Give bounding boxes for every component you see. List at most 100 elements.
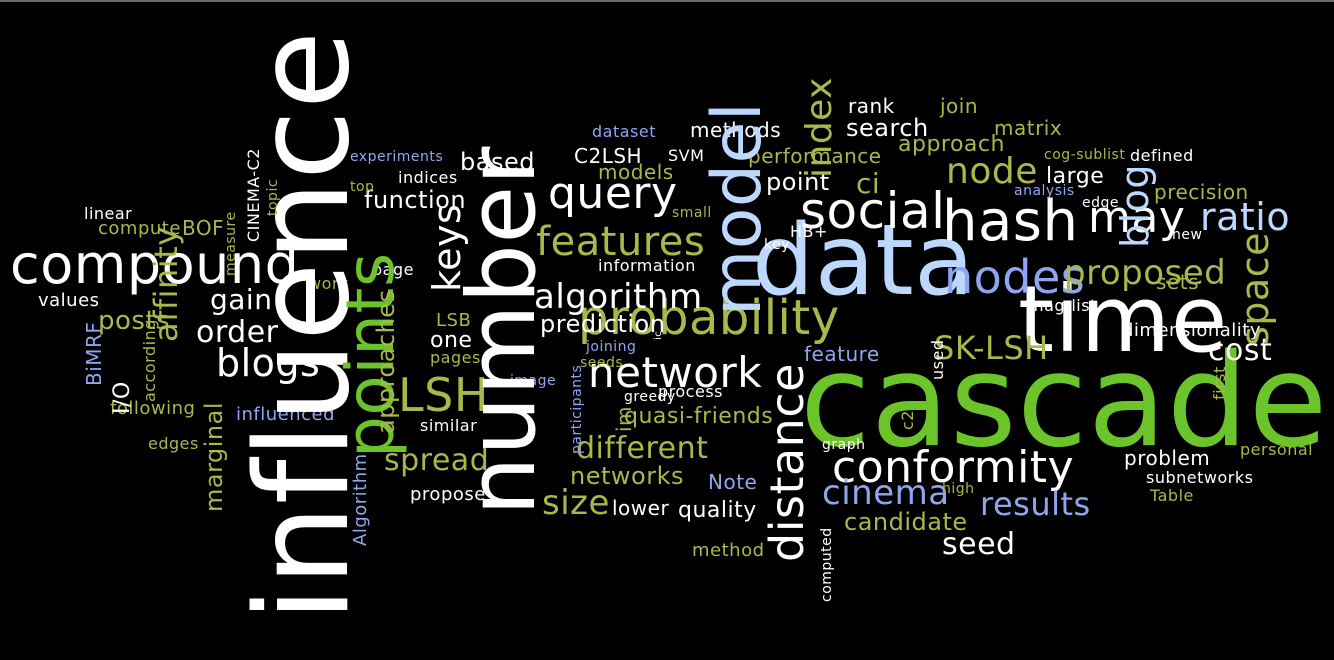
word-compute: compute	[98, 218, 181, 239]
word-rank: rank	[848, 94, 895, 118]
word-matrix: matrix	[994, 116, 1063, 140]
word-proposed: proposed	[1064, 253, 1227, 293]
word-sets: sets	[1156, 270, 1199, 294]
word-bimrf: BiMRF	[82, 321, 106, 386]
word-number: number	[448, 146, 557, 516]
word-svm: SVM	[668, 146, 705, 165]
word-greedy: greedy	[624, 389, 676, 405]
word-blogs: blogs	[216, 341, 321, 385]
word-lower: lower	[612, 496, 670, 520]
word-following: following	[110, 398, 196, 419]
word-measure: measure	[223, 211, 239, 276]
word-function: function	[364, 186, 467, 214]
word-models: models	[598, 160, 674, 184]
word-sk-lsh: SK-LSH	[934, 329, 1049, 367]
word-io: I/O	[110, 381, 135, 414]
word-computed: computed	[819, 527, 835, 602]
word-information: information	[598, 256, 696, 275]
word-edge: edge	[1082, 195, 1119, 211]
word-compound: compound	[10, 233, 300, 296]
word-dataset: dataset	[592, 122, 656, 141]
word-participants: participants	[569, 364, 585, 454]
word-values: values	[38, 290, 100, 311]
word-linear: linear	[84, 204, 133, 223]
word-joining: joining	[586, 339, 637, 355]
word-cog-sublist: cog-sublist	[1044, 147, 1126, 163]
word-page: page	[372, 260, 414, 279]
word-personal: personal	[1240, 440, 1314, 459]
word-bof: BOF	[182, 216, 225, 240]
word-social: social	[800, 182, 946, 240]
word-approach: approach	[898, 132, 1005, 157]
word-propose: propose	[410, 484, 486, 505]
word-first: first	[1210, 366, 1229, 400]
word-top: top	[350, 179, 375, 195]
word-process: process	[658, 382, 723, 401]
word-search: search	[846, 114, 929, 142]
word-mag-list: mag-list	[1028, 296, 1097, 315]
word-feature: feature	[804, 342, 880, 366]
word-performance: performance	[748, 144, 882, 168]
word-join: join	[940, 94, 979, 118]
word-experiments: experiments	[350, 149, 444, 165]
word-distance: distance	[760, 363, 814, 562]
word-work: work	[308, 274, 349, 293]
word-new: new	[1172, 227, 1203, 243]
word-graph: graph	[822, 437, 866, 453]
word-ic: ic	[653, 330, 664, 340]
word-point: point	[766, 168, 830, 196]
word-note: Note	[708, 470, 758, 494]
word-key: key	[764, 237, 791, 253]
word-algorithm-small: Algorithm	[350, 453, 371, 546]
word-topic: topic	[265, 178, 281, 216]
word-analysis: analysis	[1014, 183, 1075, 199]
word-spread: spread	[384, 443, 490, 478]
word-index: index	[799, 77, 840, 178]
word-ratio: ratio	[1200, 195, 1291, 239]
word-based: based	[460, 148, 535, 176]
word-algorithm: algorithm	[534, 277, 703, 317]
word-edges: edges	[148, 434, 199, 453]
word-high: high	[942, 481, 975, 497]
word-cinema: cinema	[822, 473, 950, 513]
word-c2lsh: C2LSH	[574, 144, 643, 168]
word-table: Table	[1150, 486, 1194, 505]
word-dimensionality: dimensionality	[1122, 320, 1261, 341]
word-time: time	[1018, 266, 1228, 373]
word-networks: networks	[570, 462, 684, 490]
word-image: image	[510, 373, 557, 389]
word-marginal: marginal	[200, 401, 228, 512]
word-blog: blog	[1113, 163, 1157, 248]
word-results: results	[980, 485, 1091, 523]
word-probability: probability	[578, 290, 840, 346]
word-small: small	[672, 205, 712, 221]
word-large: large	[1046, 164, 1105, 189]
word-seed: seed	[942, 527, 1016, 562]
word-subnetworks: subnetworks	[1146, 468, 1254, 487]
word-order: order	[196, 315, 279, 350]
word-method: method	[692, 540, 765, 561]
word-gain: gain	[210, 283, 273, 316]
word-cost: cost	[1208, 333, 1273, 368]
word-seeds: seeds	[580, 355, 624, 371]
word-query: query	[548, 168, 678, 219]
word-quasi-friends: quasi-friends	[624, 404, 774, 429]
word-lsh: LSH	[398, 368, 489, 422]
word-problem: problem	[1124, 446, 1211, 470]
word-different: different	[576, 431, 709, 466]
word-precision: precision	[1154, 180, 1249, 204]
word-defined: defined	[1130, 146, 1194, 165]
word-one: one	[430, 328, 473, 353]
word-conformity: conformity	[832, 442, 1075, 493]
word-quality: quality	[678, 498, 757, 523]
word-lsb: LSB	[436, 310, 472, 331]
word-node: node	[946, 151, 1038, 192]
word-methods: methods	[690, 118, 782, 142]
word-c2: c2	[898, 410, 917, 430]
word-cascade: cascade	[800, 327, 1328, 476]
word-im: im	[612, 405, 636, 432]
word-keys: keys	[425, 203, 469, 292]
word-hash: hash	[942, 189, 1079, 254]
word-similar: similar	[420, 416, 478, 435]
